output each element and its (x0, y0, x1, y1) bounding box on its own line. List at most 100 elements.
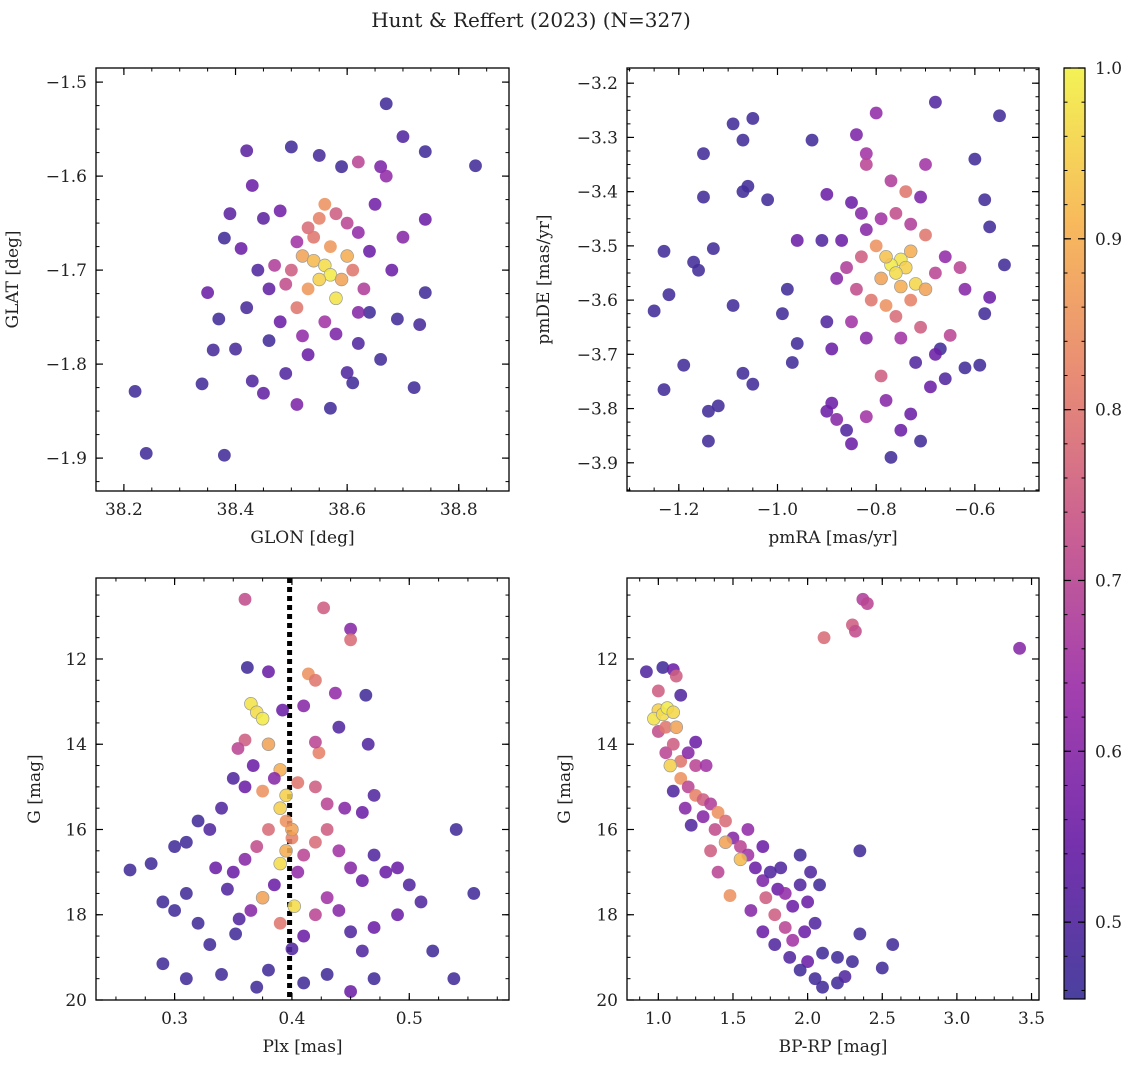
scatter-point (748, 861, 762, 875)
scatter-point (689, 735, 703, 749)
scatter-point (874, 271, 888, 286)
x-tick-label: 38.2 (105, 500, 143, 520)
scatter-point (768, 908, 782, 922)
scatter-point (681, 746, 695, 760)
scatter-point (297, 848, 311, 862)
scatter-point (402, 878, 416, 892)
scatter-point (801, 955, 815, 969)
scatter-point (958, 282, 972, 296)
axes-frame (626, 577, 1040, 1001)
scatter-point (928, 95, 942, 109)
scatter-point (344, 622, 358, 636)
scatter-point (332, 720, 346, 734)
y-tick-label: 20 (596, 991, 618, 1011)
scatter-point (296, 329, 309, 343)
scatter-point (928, 266, 942, 280)
scatter-point (344, 985, 358, 998)
scatter-point (697, 147, 710, 161)
scatter-point (351, 306, 365, 319)
scatter-point (666, 705, 681, 720)
scatter-point (262, 282, 276, 296)
scatter-point (144, 857, 158, 870)
x-tick-label: 1.0 (645, 1009, 672, 1029)
scatter-point (776, 307, 789, 321)
scatter-point (340, 366, 354, 379)
scatter-point (702, 434, 715, 448)
scatter-point (312, 746, 326, 760)
scatter-point (854, 206, 868, 220)
scatter-point (209, 861, 223, 875)
scatter-point (250, 980, 264, 994)
scatter-point (385, 263, 399, 277)
scatter-point (879, 394, 893, 407)
scatter-point (318, 315, 332, 329)
scatter-point (191, 814, 205, 828)
scatter-point (835, 234, 849, 247)
scatter-point (261, 737, 276, 751)
scatter-point (238, 780, 252, 794)
scatter-point (279, 814, 293, 828)
scatter-point (968, 152, 982, 166)
colorbar-tick-label: 0.7 (1095, 571, 1122, 591)
scatter-point (391, 908, 404, 922)
scatter-point (273, 856, 287, 871)
scatter-point (309, 908, 322, 922)
y-axis-title: pmDE [mas/yr] (534, 214, 554, 344)
y-axis-title: G [mag] (555, 754, 575, 823)
colorbar-tick-label: 0.6 (1095, 742, 1122, 762)
scatter-point (297, 929, 311, 943)
scatter-point (666, 784, 680, 798)
scatter-point (790, 234, 804, 247)
scatter-point (674, 754, 688, 768)
x-axis-title: Plx [mas] (262, 1037, 342, 1057)
scatter-point (756, 874, 770, 888)
scatter-point (793, 963, 807, 977)
panel-proper-motion: −1.2 −1.0 −0.8 −0.6 −3.9 −3.8 −3.7 −3.6 −3.5 −3.4… (534, 67, 1040, 548)
scatter-point (355, 944, 369, 958)
scatter-point (355, 874, 369, 888)
scatter-point (449, 823, 463, 836)
scatter-point (756, 925, 770, 939)
scatter-point (704, 797, 717, 811)
scatter-point (418, 212, 432, 226)
scatter-point (268, 259, 281, 272)
scatter-point (786, 899, 800, 913)
scatter-point (231, 742, 245, 755)
scatter-point (998, 258, 1011, 272)
scatter-point (656, 661, 670, 674)
scatter-point (215, 801, 228, 815)
scatter-point (692, 263, 705, 277)
scatter-point (334, 272, 349, 287)
scatter-point (229, 927, 243, 941)
y-tick-label: −1.5 (46, 73, 87, 93)
scatter-point (418, 286, 432, 300)
scatter-point (816, 980, 829, 994)
scatter-point (726, 299, 740, 312)
scatter-point (678, 801, 692, 815)
scatter-point (351, 155, 365, 169)
scatter-point (733, 852, 748, 867)
scatter-point (706, 242, 720, 255)
scatter-point (238, 592, 252, 606)
scatter-point (276, 703, 289, 717)
x-tick-label: −0.6 (954, 500, 995, 520)
scatter-point (309, 780, 322, 794)
scatter-point (312, 272, 326, 287)
scatter-point (291, 776, 305, 790)
x-tick-label: 3.5 (1018, 1009, 1045, 1029)
x-tick-label: −0.8 (856, 500, 897, 520)
scatter-point (379, 97, 393, 111)
scatter-point (367, 848, 381, 862)
scatter-point (332, 904, 346, 917)
scatter-point (786, 933, 800, 947)
x-tick-label: 38.6 (328, 500, 366, 520)
scatter-point (943, 328, 957, 342)
scatter-point (889, 206, 903, 220)
panel-color-magnitude: 1.0 1.5 2.0 2.5 3.0 3.5 12 14 16 18 20 BP-RP [mag] G… (555, 577, 1045, 1057)
y-tick-label: −3.2 (577, 74, 618, 94)
x-axis-title: GLON [deg] (250, 528, 354, 548)
scatter-point (212, 312, 226, 326)
scatter-point (894, 331, 908, 345)
scatter-point (884, 174, 898, 188)
scatter-point (793, 878, 807, 892)
